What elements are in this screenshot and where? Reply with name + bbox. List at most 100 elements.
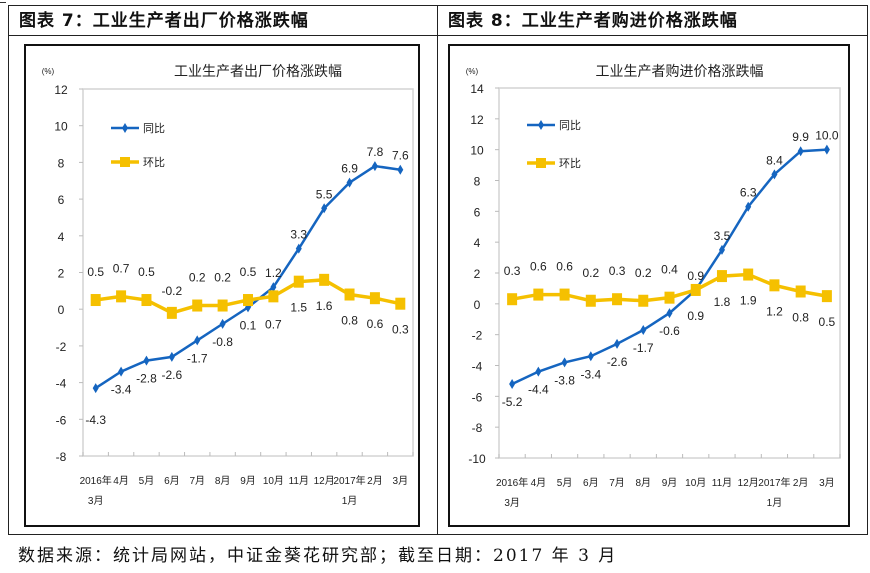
x-tick-label: 3月 — [504, 497, 520, 509]
legend-label: 环比 — [559, 157, 581, 170]
data-label-yoy: 9.9 — [792, 130, 809, 144]
data-point-yoy — [346, 177, 353, 188]
x-tick-label: 5月 — [139, 475, 155, 487]
data-point-yoy — [118, 366, 125, 377]
data-point-yoy — [823, 144, 830, 155]
x-tick-label: 2月 — [793, 477, 809, 489]
data-label-mom: 0.4 — [661, 263, 678, 277]
data-point-yoy — [797, 146, 804, 157]
data-label-yoy: 0.9 — [687, 269, 704, 283]
x-tick-label: 4月 — [531, 477, 547, 489]
data-label-yoy: -1.7 — [187, 351, 208, 365]
data-point-mom — [559, 288, 570, 301]
data-label-mom: 0.5 — [138, 265, 155, 279]
y-tick-label: 0 — [474, 298, 481, 312]
data-point-yoy — [194, 335, 201, 346]
x-tick-label: 1月 — [767, 497, 783, 509]
data-label-yoy: -3.8 — [554, 373, 575, 387]
data-label-mom: 1.8 — [714, 295, 731, 309]
data-point-yoy — [397, 164, 404, 175]
data-point-yoy — [219, 318, 226, 329]
x-tick-label: 5月 — [557, 477, 573, 489]
data-point-yoy — [587, 351, 594, 362]
data-label-mom: 0.8 — [792, 311, 809, 325]
x-tick-label: 9月 — [240, 475, 256, 487]
y-tick-label: -8 — [472, 421, 483, 435]
data-point-yoy — [771, 169, 778, 180]
data-point-mom — [743, 268, 754, 281]
x-tick-label: 2017年 — [333, 474, 365, 487]
x-tick-label: 6月 — [583, 477, 599, 489]
data-point-mom — [192, 299, 203, 312]
data-label-yoy: -3.4 — [580, 367, 601, 381]
y-tick-label: 4 — [474, 236, 481, 250]
panel-header: 图表 8：工业生产者购进价格涨跌幅 — [438, 6, 867, 36]
data-point-mom — [690, 283, 701, 296]
legend-label: 同比 — [559, 119, 581, 132]
data-label-yoy: 6.9 — [341, 162, 358, 176]
data-label-mom: 1.5 — [290, 301, 307, 315]
legend-label: 环比 — [143, 156, 165, 169]
y-tick-label: 2 — [58, 267, 65, 281]
panel-header: 图表 7：工业生产者出厂价格涨跌幅 — [9, 6, 437, 36]
y-tick-label: -6 — [56, 413, 67, 427]
data-label-mom: 1.9 — [740, 294, 757, 308]
x-tick-label: 10月 — [685, 477, 706, 489]
y-tick-label: 10 — [470, 144, 484, 158]
data-point-mom — [293, 275, 304, 288]
legend-marker — [538, 120, 544, 130]
panel-figure-7: 图表 7：工业生产者出厂价格涨跌幅 工业生产者出厂价格涨跌幅 (%) -8 -6 -4 -… — [8, 5, 438, 535]
x-tick-label: 2016年 — [80, 474, 112, 487]
y-tick-label: 12 — [470, 113, 484, 127]
data-label-mom: 0.2 — [582, 266, 599, 280]
chart-ppi-output: 工业生产者出厂价格涨跌幅 (%) -8 -6 -4 -2 0 2 4 6 8 10 12 2016年 3月 4… — [42, 63, 414, 507]
data-label-yoy: 10.0 — [815, 129, 839, 143]
y-tick-label: -4 — [472, 360, 483, 374]
x-tick-label: 8月 — [635, 477, 651, 489]
data-label-mom: 0.2 — [214, 271, 231, 285]
x-tick-label: 12月 — [314, 475, 335, 487]
data-point-yoy — [321, 203, 328, 214]
data-point-mom — [769, 279, 780, 292]
data-label-mom: 0.8 — [341, 314, 358, 328]
data-point-yoy — [745, 201, 752, 212]
data-point-mom — [395, 297, 406, 310]
data-point-mom — [90, 294, 101, 307]
y-tick-label: 8 — [58, 156, 65, 170]
data-point-mom — [217, 299, 228, 312]
data-point-mom — [344, 288, 355, 301]
data-label-yoy: -1.7 — [633, 341, 654, 355]
unit-label: (%) — [466, 67, 479, 76]
y-tick-label: 4 — [58, 230, 65, 244]
data-point-yoy — [509, 379, 516, 389]
chart-title: 工业生产者购进价格涨跌幅 — [596, 63, 764, 79]
data-point-yoy — [614, 338, 621, 349]
y-tick-label: 0 — [58, 303, 65, 317]
data-label-yoy: -5.2 — [502, 395, 523, 409]
source-note: 数据来源：统计局网站，中证金葵花研究部；截至日期：2017 年 3 月 — [18, 546, 618, 566]
legend-marker — [122, 123, 128, 133]
x-tick-label: 7月 — [189, 475, 205, 487]
data-point-mom — [141, 294, 152, 307]
legend-label: 同比 — [143, 122, 165, 135]
y-tick-label: 6 — [474, 205, 481, 219]
data-point-mom — [638, 294, 649, 307]
data-point-yoy — [666, 308, 673, 319]
x-tick-label: 6月 — [164, 475, 180, 487]
data-point-mom — [268, 290, 279, 303]
x-tick-label: 8月 — [215, 475, 231, 487]
data-label-mom: 0.5 — [240, 265, 257, 279]
data-point-mom — [243, 294, 253, 307]
data-point-yoy — [561, 357, 568, 368]
data-label-mom: 0.9 — [687, 309, 704, 323]
data-label-yoy: -4.3 — [85, 413, 106, 427]
data-label-yoy: 6.3 — [740, 186, 757, 200]
y-tick-label: -10 — [468, 452, 486, 466]
x-tick-label: 3月 — [88, 495, 104, 507]
data-point-yoy — [295, 243, 302, 254]
x-tick-label: 2017年 — [758, 476, 790, 489]
data-point-mom — [821, 290, 832, 303]
chart-title: 工业生产者出厂价格涨跌幅 — [174, 63, 342, 79]
data-point-yoy — [371, 161, 378, 172]
data-label-yoy: 5.5 — [316, 187, 333, 201]
